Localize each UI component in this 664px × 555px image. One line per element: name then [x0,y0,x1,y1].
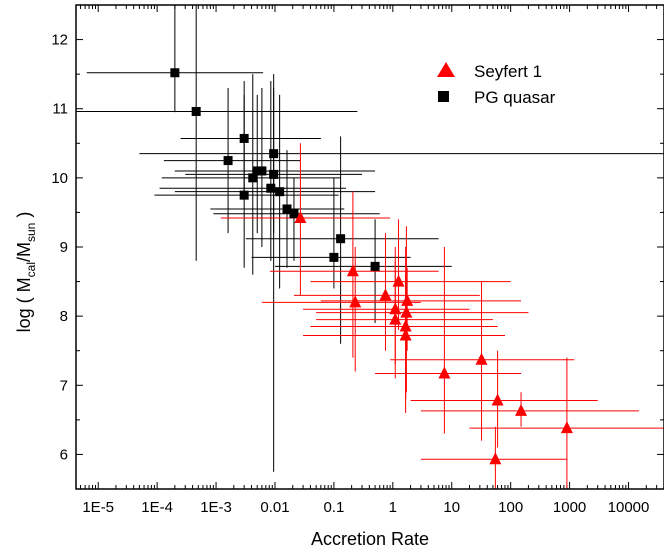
series-seyfert-1 [220,143,664,489]
data-point-seyfert-1 [400,305,413,318]
data-point-pg-quasar [336,234,346,244]
data-point-seyfert-1 [389,312,402,325]
data-point-pg-quasar [269,169,279,179]
x-tick-label: 0.01 [260,499,289,516]
data-point-seyfert-1 [491,393,504,406]
legend-label-pg: PG quasar [474,88,556,107]
legend-marker-seyfert [437,62,455,77]
y-axis-title: log ( Mcal/Msun ) [14,212,38,333]
legend-marker-pg [438,91,449,102]
data-point-pg-quasar [257,166,267,176]
x-axis-ticks: 1E-5 1E-4 1E-3 0.01 0.1 1 10 100 1000 10000 [79,5,664,516]
y-axis-title-sub1: cal [24,262,38,277]
x-tick-label: 100 [498,499,523,516]
series-pg-quasar [76,5,664,472]
y-tick-label: 7 [60,377,68,394]
data-point-pg-quasar [170,68,180,78]
y-tick-label: 10 [51,170,68,187]
data-point-seyfert-1 [560,421,573,434]
y-tick-label: 8 [60,308,68,325]
y-axis-title-sub2: sun [24,223,38,242]
x-tick-label: 10 [443,499,460,516]
data-point-seyfert-1 [399,328,412,341]
data-point-seyfert-1 [475,352,488,365]
data-point-pg-quasar [289,209,299,219]
data-point-seyfert-1 [401,293,414,306]
data-point-pg-quasar [248,173,258,183]
data-point-seyfert-1 [392,274,405,287]
x-tick-label: 1E-3 [200,499,232,516]
data-point-seyfert-1 [346,264,359,277]
data-point-pg-quasar [239,133,249,143]
data-point-pg-quasar [282,204,292,214]
x-tick-label: 10000 [608,499,650,516]
data-point-seyfert-1 [515,403,528,416]
data-point-seyfert-1 [399,319,412,332]
data-point-pg-quasar [266,183,276,193]
seyfert-1-markers [294,210,573,465]
data-point-pg-quasar [223,156,233,166]
data-point-pg-quasar [191,106,201,116]
x-tick-label: 1 [389,499,397,516]
x-tick-label: 1E-5 [82,499,114,516]
legend-label-seyfert: Seyfert 1 [474,62,542,81]
x-axis-title: Accretion Rate [311,529,429,549]
x-tick-label: 0.1 [323,499,344,516]
data-point-seyfert-1 [379,288,392,301]
data-point-pg-quasar [275,187,285,197]
data-point-pg-quasar [252,166,262,176]
x-tick-label: 1000 [553,499,586,516]
data-point-seyfert-1 [389,302,402,315]
data-point-pg-quasar [269,149,279,159]
y-tick-label: 9 [60,239,68,256]
y-axis-title-prefix: log ( M [14,277,34,332]
plot-frame [75,4,664,490]
y-axis-title-suffix: ) [14,212,34,223]
pg-quasar-markers [170,68,380,271]
y-axis-ticks: 6 7 8 9 10 11 12 [51,4,664,490]
data-point-pg-quasar [329,252,339,262]
data-point-seyfert-1 [349,295,362,308]
data-point-seyfert-1 [438,366,451,379]
data-point-seyfert-1 [294,210,307,223]
y-axis-title-mid: /M [14,242,34,262]
data-point-seyfert-1 [489,452,502,465]
y-tick-label: 6 [60,446,68,463]
legend: Seyfert 1 PG quasar [437,62,556,107]
data-point-pg-quasar [239,190,249,200]
y-tick-label: 11 [52,101,68,118]
x-tick-label: 1E-4 [141,499,173,516]
y-tick-label: 12 [51,32,68,49]
data-point-pg-quasar [370,261,380,271]
plot-area [76,5,664,489]
